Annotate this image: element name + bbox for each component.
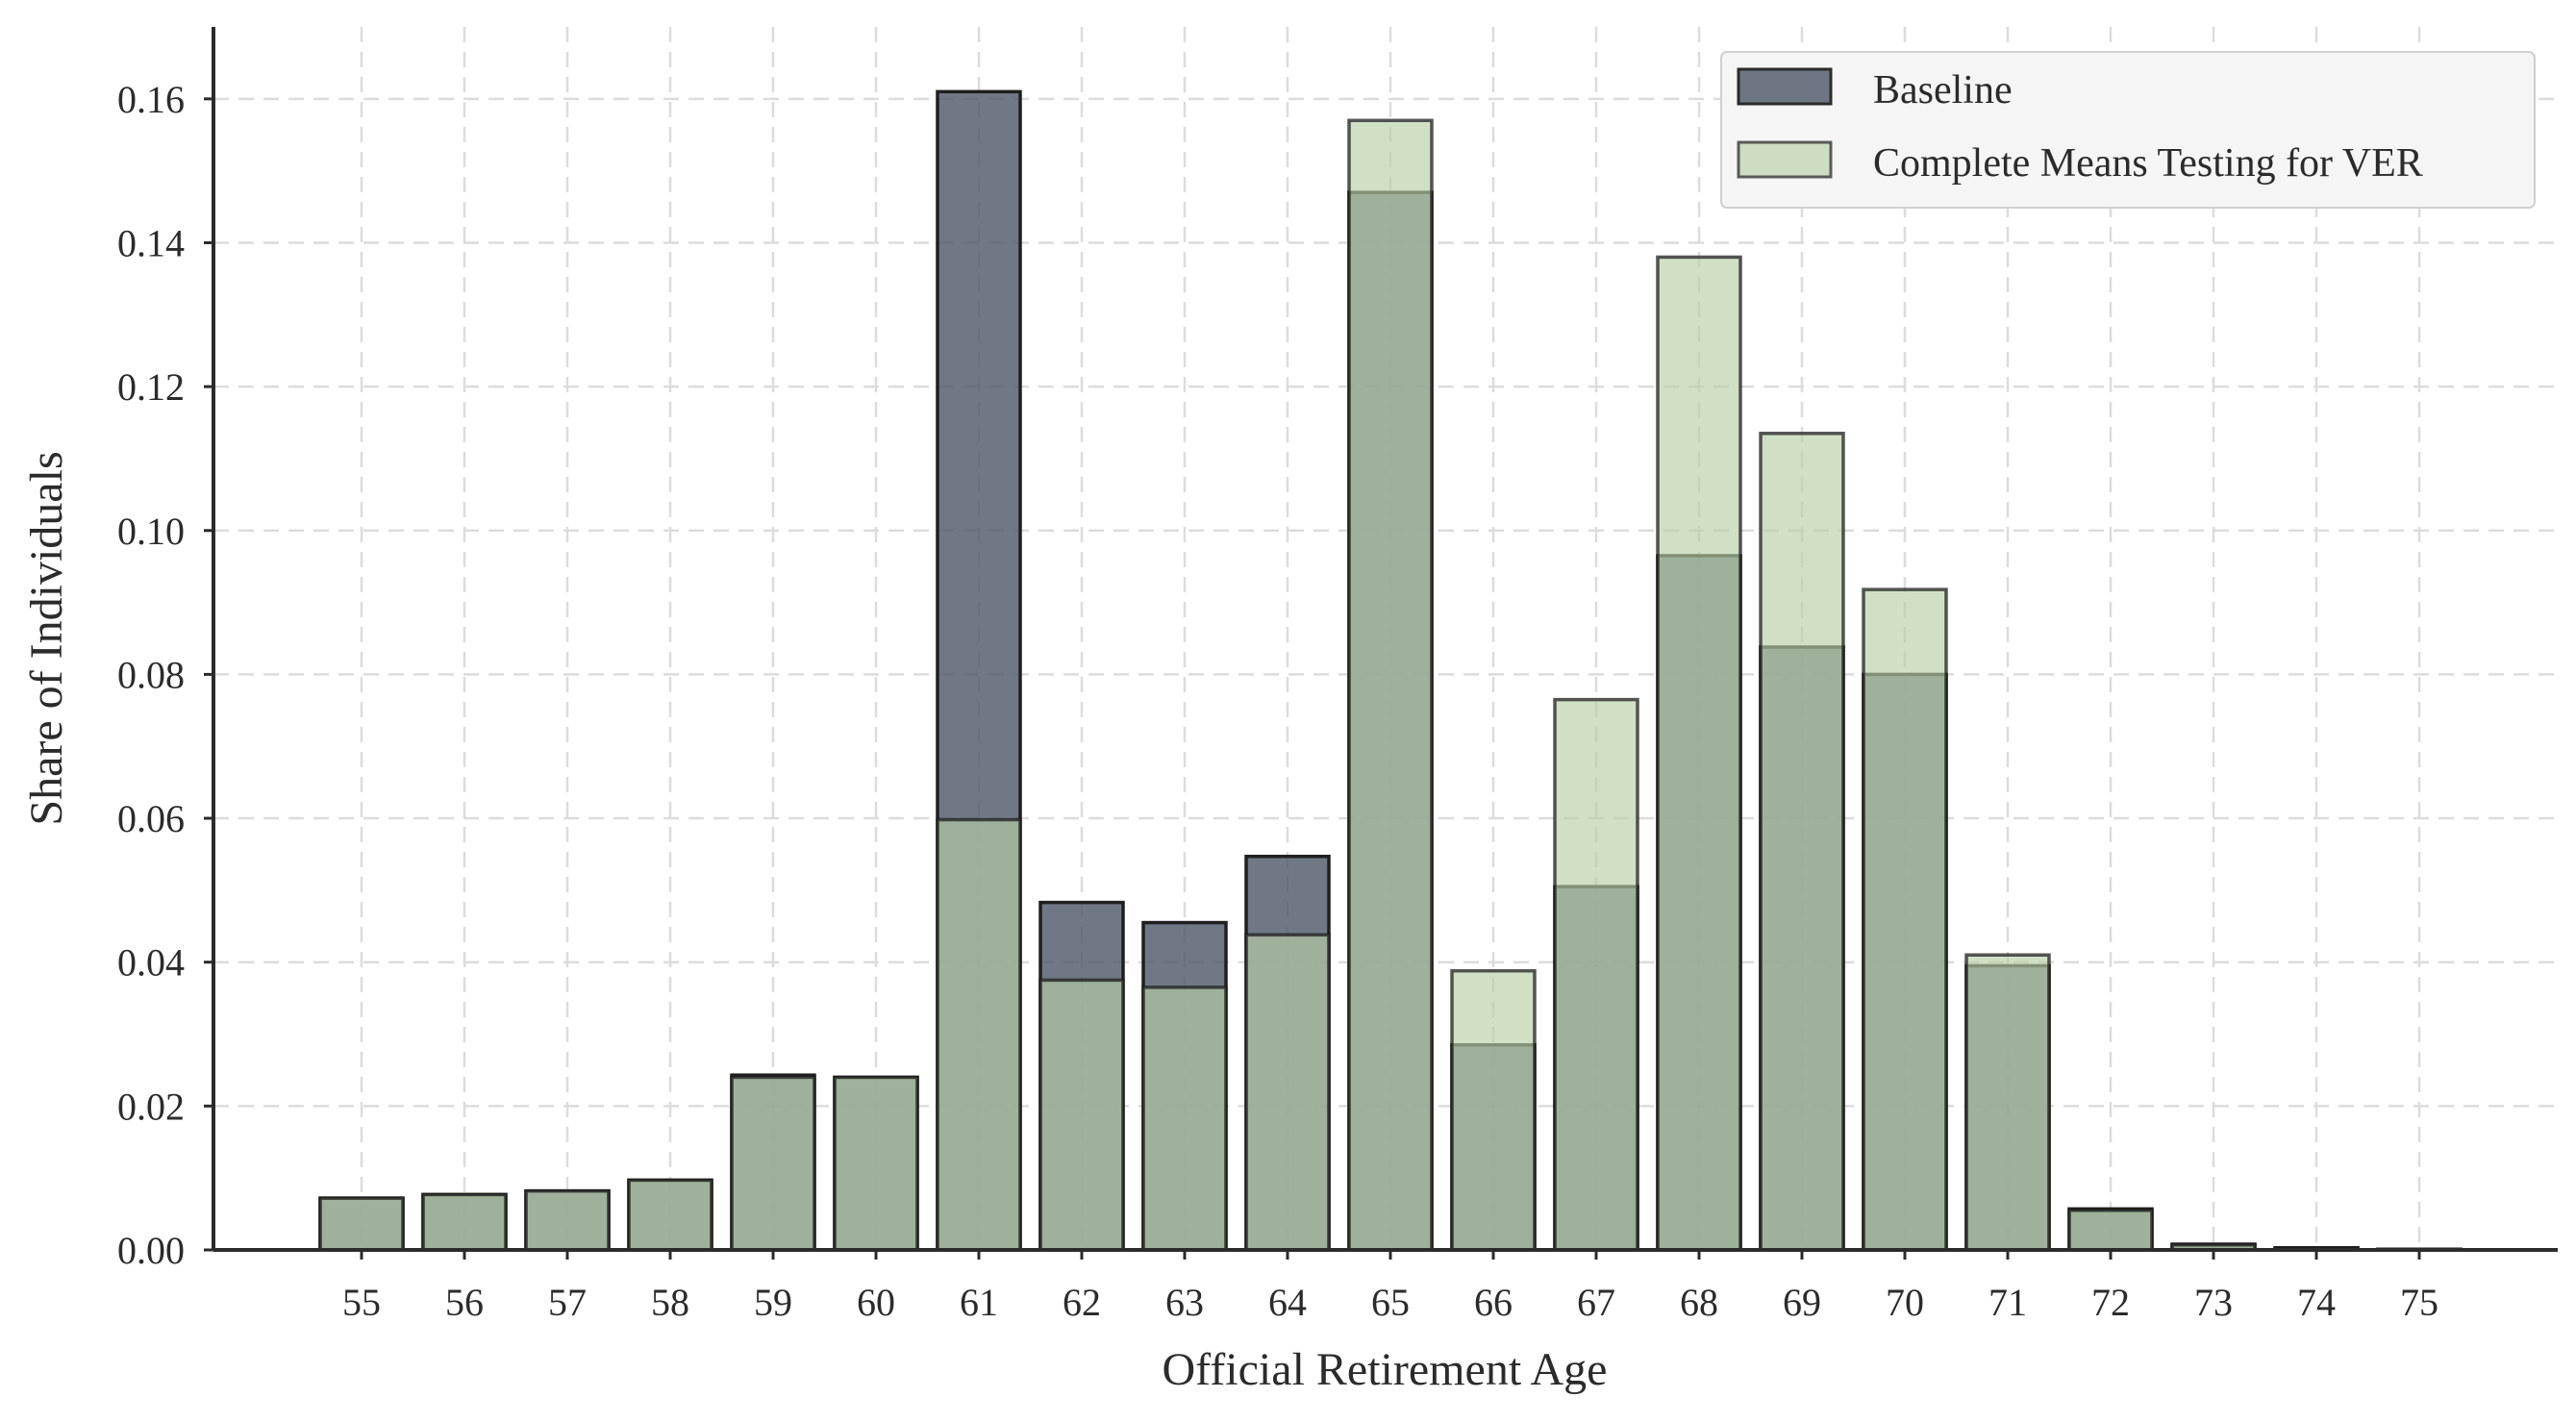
bar-complete-means-testing-for-ver-69	[1759, 432, 1845, 1252]
bar-complete-means-testing-for-ver-67	[1553, 697, 1639, 1252]
y-tick-label: 0.14	[117, 221, 185, 264]
bar-complete-means-testing-for-ver-65	[1347, 118, 1434, 1252]
x-tick-label: 69	[1783, 1281, 1821, 1324]
y-tick-label: 0.10	[117, 510, 185, 553]
y-tick-label: 0.16	[117, 78, 185, 121]
y-tick-label: 0.00	[117, 1229, 185, 1272]
x-tick-label: 62	[1063, 1281, 1101, 1324]
x-tick-label: 57	[548, 1281, 587, 1324]
x-tick-label: 64	[1268, 1281, 1307, 1324]
x-tick-label: 60	[857, 1281, 895, 1324]
bar-complete-means-testing-for-ver-58	[627, 1178, 713, 1252]
legend-label-baseline: Baseline	[1873, 68, 2013, 112]
bar-complete-means-testing-for-ver-59	[730, 1075, 816, 1252]
x-tick-label: 67	[1577, 1281, 1615, 1324]
legend-swatch-complete-means-testing	[1737, 140, 1833, 179]
x-tick-label: 56	[445, 1281, 484, 1324]
x-tick-label: 66	[1474, 1281, 1513, 1324]
x-tick-label: 70	[1886, 1281, 1924, 1324]
y-tick-label: 0.12	[117, 365, 185, 409]
x-tick-label: 59	[754, 1281, 792, 1324]
bar-complete-means-testing-for-ver-56	[421, 1192, 508, 1252]
bar-complete-means-testing-for-ver-68	[1656, 255, 1742, 1252]
bar-complete-means-testing-for-ver-64	[1244, 933, 1331, 1252]
y-tick-label: 0.04	[117, 941, 185, 985]
bar-complete-means-testing-for-ver-57	[524, 1188, 611, 1252]
legend-frame	[1720, 51, 2536, 209]
x-tick-label: 68	[1680, 1281, 1718, 1324]
bar-complete-means-testing-for-ver-62	[1038, 978, 1125, 1252]
tick-labels: 0.00 0.02 0.04 0.06 0.08 0.10 0.12 0.14 0.16 55 56…	[117, 78, 2438, 1324]
x-tick-label: 72	[2091, 1281, 2130, 1324]
bars	[318, 89, 2463, 1252]
x-tick-label: 58	[651, 1281, 689, 1324]
x-tick-label: 71	[1988, 1281, 2027, 1324]
x-tick-label: 73	[2194, 1281, 2233, 1324]
x-tick-label: 63	[1165, 1281, 1204, 1324]
bar-complete-means-testing-for-ver-61	[936, 817, 1022, 1252]
bar-complete-means-testing-for-ver-55	[318, 1196, 405, 1252]
y-tick-label: 0.06	[117, 797, 185, 840]
x-tick-label: 74	[2297, 1281, 2336, 1324]
x-axis-title: Official Retirement Age	[1163, 1344, 1608, 1395]
y-tick-label: 0.08	[117, 653, 185, 696]
legend-label-complete-means-testing: Complete Means Testing for VER	[1873, 141, 2423, 186]
y-axis-title: Share of Individuals	[21, 451, 72, 825]
x-tick-label: 61	[960, 1281, 998, 1324]
bar-complete-means-testing-for-ver-71	[1964, 953, 2051, 1252]
bar-complete-means-testing-for-ver-70	[1862, 587, 1948, 1252]
x-tick-label: 75	[2400, 1281, 2438, 1324]
x-tick-label: 55	[342, 1281, 381, 1324]
legend: Baseline Complete Means Testing for VER	[1720, 51, 2536, 209]
axes	[212, 27, 2558, 1252]
bar-complete-means-testing-for-ver-60	[833, 1075, 919, 1252]
bar-complete-means-testing-for-ver-72	[2067, 1209, 2154, 1252]
bar-complete-means-testing-for-ver-63	[1141, 986, 1228, 1252]
y-tick-label: 0.02	[117, 1085, 185, 1128]
legend-swatch-baseline	[1737, 67, 1833, 106]
bar-complete-means-testing-for-ver-66	[1450, 968, 1537, 1252]
x-tick-label: 65	[1371, 1281, 1410, 1324]
